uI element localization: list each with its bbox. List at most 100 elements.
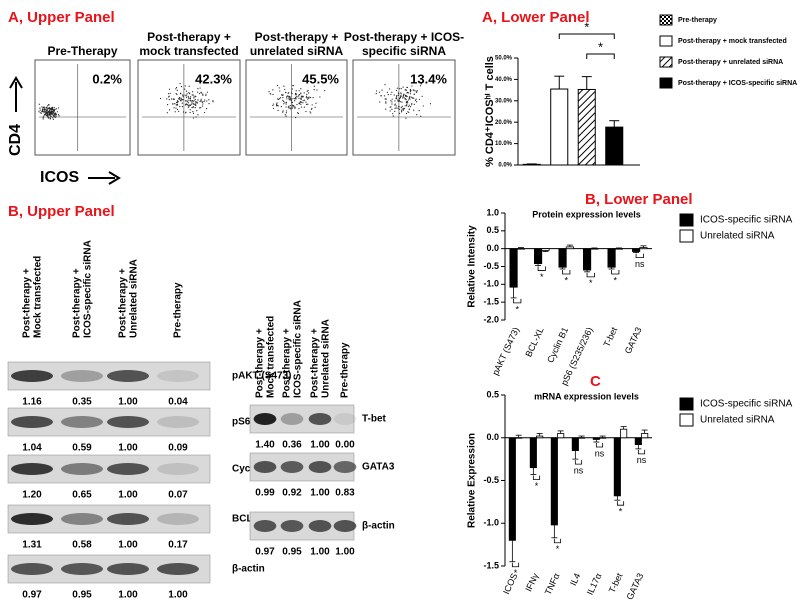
event-dot xyxy=(176,108,179,111)
event-dot xyxy=(416,89,418,92)
event-dot xyxy=(416,114,418,116)
bar xyxy=(536,435,544,439)
legend-swatch xyxy=(679,229,694,243)
event-dot xyxy=(411,104,413,106)
densitometry-value: 0.92 xyxy=(282,488,302,499)
event-dot xyxy=(47,114,49,116)
event-dot xyxy=(187,106,189,108)
event-dot xyxy=(168,109,171,111)
event-dot xyxy=(379,101,381,103)
event-dot xyxy=(313,89,315,91)
event-dot xyxy=(47,110,49,113)
blot-band xyxy=(157,416,199,428)
x-tick-label: pAKT (S473) xyxy=(490,326,521,377)
significance-label: * xyxy=(535,481,539,491)
event-dot xyxy=(298,108,300,110)
event-dot xyxy=(169,92,171,94)
event-dot xyxy=(310,108,313,110)
significance-label: * xyxy=(584,19,589,34)
blot-band xyxy=(11,463,53,475)
row-label: T-bet xyxy=(362,414,387,425)
legend-label: Unrelated siRNA xyxy=(700,231,775,242)
event-dot xyxy=(185,96,188,98)
event-dot xyxy=(300,96,302,98)
event-dot xyxy=(404,98,407,100)
event-dot xyxy=(386,91,388,93)
event-dot xyxy=(181,102,183,104)
flow-plot xyxy=(352,59,456,156)
event-dot xyxy=(301,96,303,98)
panel-label: A, Upper Panel xyxy=(8,9,115,26)
percent-label: 0.2% xyxy=(92,71,122,86)
event-dot xyxy=(415,98,417,100)
event-dot xyxy=(420,115,422,117)
plot-title: Post-therapy + xyxy=(255,30,339,44)
row-label: β-actin xyxy=(232,564,265,575)
event-dot xyxy=(52,118,55,120)
event-dot xyxy=(399,96,402,99)
event-dot xyxy=(46,113,48,115)
event-dot xyxy=(401,109,403,111)
event-dot xyxy=(402,95,404,98)
event-dot xyxy=(298,90,300,92)
event-dot xyxy=(268,91,270,93)
event-dot xyxy=(47,108,49,110)
event-dot xyxy=(282,99,284,102)
x-tick-label: ICOS xyxy=(501,572,519,596)
event-dot xyxy=(407,111,409,113)
event-dot xyxy=(180,86,183,88)
event-dot xyxy=(280,105,282,108)
bar xyxy=(607,248,616,268)
x-tick-label: IFNγ xyxy=(523,571,540,593)
event-dot xyxy=(378,91,381,93)
event-dot xyxy=(49,118,51,120)
legend-label: Post-therapy + unrelated siRNA xyxy=(678,59,783,66)
event-dot xyxy=(195,102,197,104)
event-dot xyxy=(284,114,286,116)
column-header: Pre-therapy xyxy=(173,282,184,338)
event-dot xyxy=(192,106,194,108)
event-dot xyxy=(168,88,171,90)
event-dot xyxy=(196,110,198,112)
event-dot xyxy=(201,105,204,107)
event-dot xyxy=(57,114,60,116)
event-dot xyxy=(42,117,44,119)
event-dot xyxy=(190,103,193,105)
bar xyxy=(614,248,623,250)
event-dot xyxy=(191,101,193,103)
event-dot xyxy=(396,87,398,89)
event-dot xyxy=(45,114,47,116)
column-header: Post-therapy + xyxy=(282,328,293,398)
significance-label: * xyxy=(619,507,623,517)
blot-band xyxy=(107,513,149,525)
event-dot xyxy=(176,101,178,103)
event-dot xyxy=(47,115,49,117)
event-dot xyxy=(188,85,190,87)
event-dot xyxy=(285,110,288,112)
legend-swatch xyxy=(659,35,673,47)
event-dot xyxy=(166,112,168,114)
y-tick-label: -1.0 xyxy=(483,279,499,289)
event-dot xyxy=(290,99,293,101)
event-dot xyxy=(380,95,382,97)
densitometry-value: 1.04 xyxy=(22,443,42,454)
event-dot xyxy=(400,110,403,112)
event-dot xyxy=(53,110,56,112)
bar xyxy=(508,437,516,541)
legend-swatch xyxy=(679,397,694,411)
event-dot xyxy=(391,101,393,103)
event-dot xyxy=(188,105,190,107)
event-dot xyxy=(291,107,293,109)
event-dot xyxy=(41,110,43,112)
event-dot xyxy=(300,103,302,105)
event-dot xyxy=(308,97,310,99)
blot-band xyxy=(280,413,304,425)
event-dot xyxy=(400,107,402,109)
event-dot xyxy=(43,107,46,109)
blot-band xyxy=(333,413,357,425)
event-dot xyxy=(54,116,56,118)
event-dot xyxy=(172,103,174,105)
event-dot xyxy=(295,117,297,119)
column-header: Post-therapy + xyxy=(310,328,321,398)
event-dot xyxy=(50,111,52,113)
